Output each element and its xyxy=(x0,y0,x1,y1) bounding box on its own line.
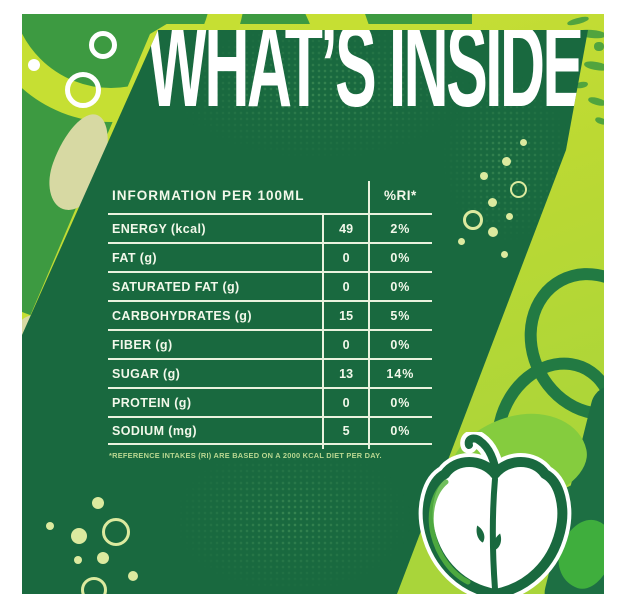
row-label: FIBER (g) xyxy=(112,337,173,352)
bubble-dot-icon xyxy=(71,528,87,544)
reference-intake-footnote: *REFERENCE INTAKES (RI) ARE BASED ON A 2… xyxy=(109,451,382,460)
table-row: SUGAR (g) 13 14% xyxy=(108,358,432,387)
paint-stroke xyxy=(594,116,604,126)
bubble-dot-icon xyxy=(502,157,511,166)
row-label: SODIUM (mg) xyxy=(112,423,197,438)
table-column-rule xyxy=(322,213,324,449)
row-label: ENERGY (kcal) xyxy=(112,221,206,236)
table-row: CARBOHYDRATES (g) 15 5% xyxy=(108,300,432,329)
bubble-dot-icon xyxy=(46,522,54,530)
speckle-texture xyxy=(172,444,412,594)
nutrition-table: INFORMATION PER 100ML %RI* ENERGY (kcal)… xyxy=(108,177,432,449)
row-value: 13 xyxy=(339,366,354,381)
bubble-dot-icon xyxy=(488,198,497,207)
row-value: 5 xyxy=(342,423,350,438)
bubble-ring-icon xyxy=(89,31,117,59)
row-value: 15 xyxy=(339,308,354,323)
row-value: 0 xyxy=(342,250,350,265)
bubble-ring-icon xyxy=(463,210,483,230)
table-row: FIBER (g) 0 0% xyxy=(108,329,432,358)
table-header-info: INFORMATION PER 100ML xyxy=(112,187,305,203)
bubble-dot-icon xyxy=(480,172,488,180)
row-ri: 2% xyxy=(390,221,411,236)
row-value: 0 xyxy=(342,279,350,294)
table-row: FAT (g) 0 0% xyxy=(108,242,432,271)
row-label: SATURATED FAT (g) xyxy=(112,279,240,294)
row-ri: 0% xyxy=(390,279,411,294)
bubble-dot-icon xyxy=(28,59,40,71)
row-value: 0 xyxy=(342,337,350,352)
bubble-ring-icon xyxy=(81,577,107,594)
poster-title: WHAT’S INSIDE xyxy=(148,14,584,132)
paint-stroke xyxy=(587,95,604,108)
row-value: 0 xyxy=(342,395,350,410)
table-header-row: INFORMATION PER 100ML %RI* xyxy=(108,177,432,213)
bubble-dot-icon xyxy=(506,213,513,220)
bubble-dot-icon xyxy=(74,556,82,564)
row-label: CARBOHYDRATES (g) xyxy=(112,308,252,323)
row-ri: 14% xyxy=(386,366,415,381)
bubble-dot-icon xyxy=(97,552,109,564)
table-header-ri: %RI* xyxy=(384,187,417,203)
paint-stroke xyxy=(566,15,590,27)
table-row: ENERGY (kcal) 49 2% xyxy=(108,213,432,242)
table-column-rule xyxy=(368,181,370,449)
bubble-dot-icon xyxy=(520,139,527,146)
table-row: SODIUM (mg) 5 0% xyxy=(108,416,432,445)
bubble-dot-icon xyxy=(488,227,498,237)
row-ri: 0% xyxy=(390,423,411,438)
paint-stroke xyxy=(583,59,604,73)
bubble-dot-icon xyxy=(92,497,104,509)
table-row: SATURATED FAT (g) 0 0% xyxy=(108,271,432,300)
paint-stroke xyxy=(594,42,604,51)
bubble-ring-icon xyxy=(510,181,527,198)
apple-half-icon xyxy=(418,432,572,594)
row-value: 49 xyxy=(339,221,354,236)
row-ri: 0% xyxy=(390,337,411,352)
poster-artwork: WHAT’S INSIDE INFORMATION PER 100ML %RI*… xyxy=(22,14,604,594)
bubble-ring-icon xyxy=(65,72,101,108)
table-row: PROTEIN (g) 0 0% xyxy=(108,387,432,416)
row-label: SUGAR (g) xyxy=(112,366,181,381)
bubble-dot-icon xyxy=(501,251,508,258)
row-ri: 0% xyxy=(390,395,411,410)
row-ri: 0% xyxy=(390,250,411,265)
bubble-dot-icon xyxy=(128,571,138,581)
bubble-ring-icon xyxy=(102,518,130,546)
row-ri: 5% xyxy=(390,308,411,323)
row-label: PROTEIN (g) xyxy=(112,395,192,410)
speckle-texture xyxy=(172,30,472,160)
bubble-dot-icon xyxy=(458,238,465,245)
row-label: FAT (g) xyxy=(112,250,157,265)
